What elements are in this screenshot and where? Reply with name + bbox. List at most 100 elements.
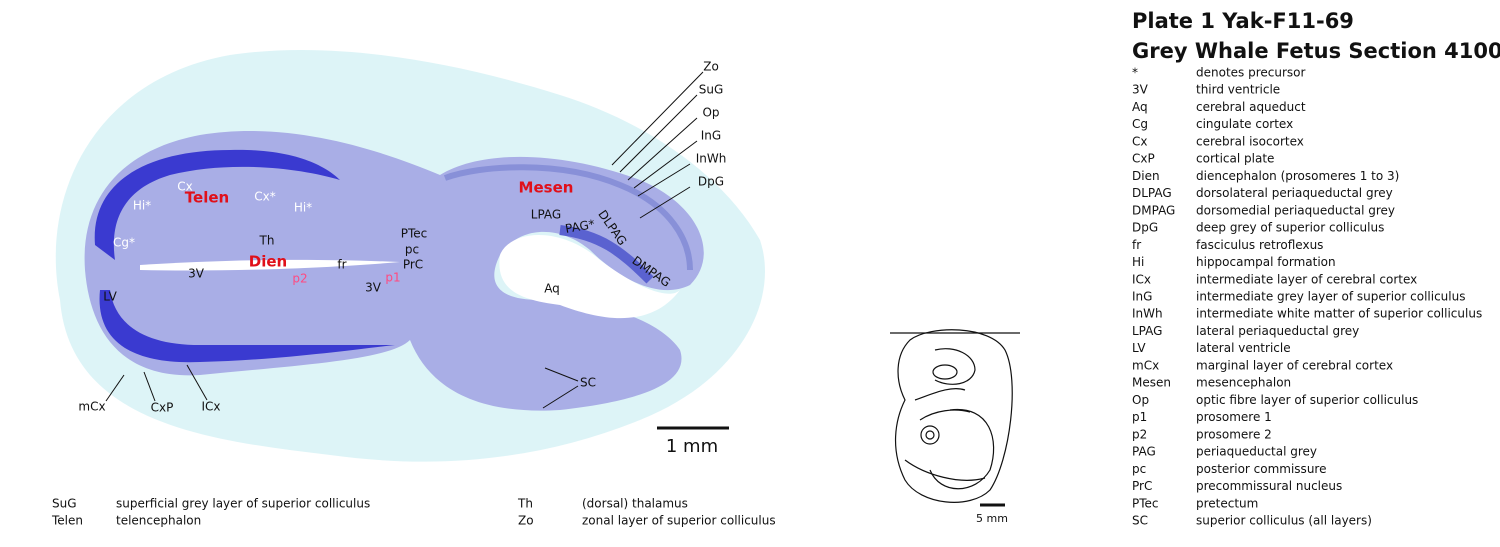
section-label: 3V bbox=[365, 281, 382, 295]
section-label: ICx bbox=[201, 400, 220, 414]
scale-label: 5 mm bbox=[976, 512, 1008, 525]
legend-definition: prosomere 1 bbox=[1196, 410, 1272, 424]
legend-definition: posterior commissure bbox=[1196, 462, 1326, 476]
legend-definition: precommissural nucleus bbox=[1196, 479, 1342, 493]
scale-label: 1 mm bbox=[666, 436, 718, 457]
legend-abbr: ICx bbox=[1132, 272, 1151, 286]
legend-definition: cortical plate bbox=[1196, 152, 1274, 166]
legend-abbr: LPAG bbox=[1132, 324, 1162, 338]
legend-abbr: SuG bbox=[52, 497, 77, 511]
section-label: Cx bbox=[177, 180, 192, 194]
section-label: PAG* bbox=[564, 217, 596, 236]
legend-definition: telencephalon bbox=[116, 514, 201, 528]
legend-abbr: Hi bbox=[1132, 255, 1144, 269]
section-label: Telen bbox=[185, 189, 229, 207]
legend-abbr: PTec bbox=[1132, 496, 1159, 510]
legend-definition: prosomere 2 bbox=[1196, 427, 1272, 441]
legend-definition: dorsomedial periaqueductal grey bbox=[1196, 203, 1395, 217]
legend-abbr: Telen bbox=[51, 514, 83, 528]
legend-abbr: Dien bbox=[1132, 169, 1160, 183]
section-label: PTec bbox=[401, 227, 428, 241]
legend-definition: denotes precursor bbox=[1196, 66, 1306, 80]
legend-definition: cerebral aqueduct bbox=[1196, 100, 1306, 114]
section-label: Cx* bbox=[254, 190, 275, 204]
section-label: Dien bbox=[249, 253, 287, 271]
section-label: Mesen bbox=[519, 179, 574, 197]
legend-abbr: LV bbox=[1132, 341, 1146, 355]
section-label: p1 bbox=[385, 271, 400, 285]
section-label: 3V bbox=[188, 267, 205, 281]
plate-subtitle: Grey Whale Fetus Section 41002 bbox=[1132, 39, 1500, 63]
legend-abbr: Mesen bbox=[1132, 376, 1171, 390]
section-label: Zo bbox=[703, 60, 719, 74]
legend-definition: (dorsal) thalamus bbox=[582, 497, 688, 511]
legend-definition: pretectum bbox=[1196, 496, 1258, 510]
section-label: Cg* bbox=[113, 236, 135, 250]
section-label: mCx bbox=[78, 400, 105, 414]
section-label: DpG bbox=[698, 175, 724, 189]
legend-abbr: DLPAG bbox=[1132, 186, 1172, 200]
legend-abbr: Cx bbox=[1132, 134, 1147, 148]
legend-definition: zonal layer of superior colliculus bbox=[582, 514, 776, 528]
section-label: InWh bbox=[696, 152, 727, 166]
legend-definition: marginal layer of cerebral cortex bbox=[1196, 358, 1393, 372]
legend-abbr: 3V bbox=[1132, 83, 1149, 97]
legend-abbr: * bbox=[1132, 66, 1138, 80]
legend-definition: intermediate white matter of superior co… bbox=[1196, 307, 1482, 321]
legend-definition: intermediate grey layer of superior coll… bbox=[1196, 289, 1465, 303]
legend-definition: hippocampal formation bbox=[1196, 255, 1336, 269]
legend-abbr: DMPAG bbox=[1132, 203, 1175, 217]
legend-abbr: InG bbox=[1132, 289, 1152, 303]
legend-abbr: Aq bbox=[1132, 100, 1148, 114]
legend-abbr: PAG bbox=[1132, 445, 1156, 459]
legend-definition: cingulate cortex bbox=[1196, 117, 1293, 131]
section-label: PrC bbox=[403, 258, 423, 272]
section-label: Hi* bbox=[133, 199, 151, 213]
legend-definition: third ventricle bbox=[1196, 83, 1280, 97]
section-label: pc bbox=[405, 243, 419, 257]
legend-definition: periaqueductal grey bbox=[1196, 445, 1317, 459]
legend-abbr: mCx bbox=[1132, 358, 1159, 372]
section-label: Th bbox=[259, 234, 275, 248]
legend-abbr: fr bbox=[1132, 238, 1141, 252]
legend-definition: superior colliculus (all layers) bbox=[1196, 513, 1372, 527]
legend-definition: intermediate layer of cerebral cortex bbox=[1196, 272, 1417, 286]
section-label: CxP bbox=[151, 401, 174, 415]
section-label: Hi* bbox=[294, 201, 312, 215]
legend-abbr: p2 bbox=[1132, 427, 1147, 441]
legend-abbr: Cg bbox=[1132, 117, 1148, 131]
plate-title: Plate 1 Yak-F11-69 bbox=[1132, 9, 1354, 33]
legend-abbr: Op bbox=[1132, 393, 1149, 407]
legend-definition: cerebral isocortex bbox=[1196, 134, 1304, 148]
section-label: Op bbox=[702, 106, 719, 120]
legend-abbr: pc bbox=[1132, 462, 1146, 476]
legend-definition: lateral periaqueductal grey bbox=[1196, 324, 1359, 338]
section-label: p2 bbox=[292, 272, 307, 286]
legend-definition: superficial grey layer of superior colli… bbox=[116, 497, 370, 511]
legend-definition: dorsolateral periaqueductal grey bbox=[1196, 186, 1393, 200]
legend-definition: deep grey of superior colliculus bbox=[1196, 221, 1384, 235]
legend-definition: lateral ventricle bbox=[1196, 341, 1291, 355]
section-label: LPAG bbox=[531, 208, 561, 222]
legend-abbr: Th bbox=[517, 497, 533, 511]
legend-abbr: InWh bbox=[1132, 307, 1163, 321]
legend-definition: diencephalon (prosomeres 1 to 3) bbox=[1196, 169, 1399, 183]
legend-abbr: CxP bbox=[1132, 152, 1155, 166]
section-label: InG bbox=[701, 129, 721, 143]
section-label: LV bbox=[103, 290, 117, 304]
legend-abbr: DpG bbox=[1132, 221, 1158, 235]
legend-abbr: Zo bbox=[518, 514, 534, 528]
legend-abbr: SC bbox=[1132, 513, 1148, 527]
legend-definition: mesencephalon bbox=[1196, 376, 1291, 390]
section-label: SC bbox=[580, 376, 596, 390]
section-label: fr bbox=[337, 258, 346, 272]
section-label: SuG bbox=[699, 83, 724, 97]
legend-abbr: p1 bbox=[1132, 410, 1147, 424]
legend-abbr: PrC bbox=[1132, 479, 1152, 493]
legend-definition: fasciculus retroflexus bbox=[1196, 238, 1323, 252]
leader-lines bbox=[105, 71, 704, 409]
tissue-section bbox=[55, 49, 766, 462]
embryo-sketch bbox=[890, 329, 1020, 503]
legend-definition: optic fibre layer of superior colliculus bbox=[1196, 393, 1418, 407]
